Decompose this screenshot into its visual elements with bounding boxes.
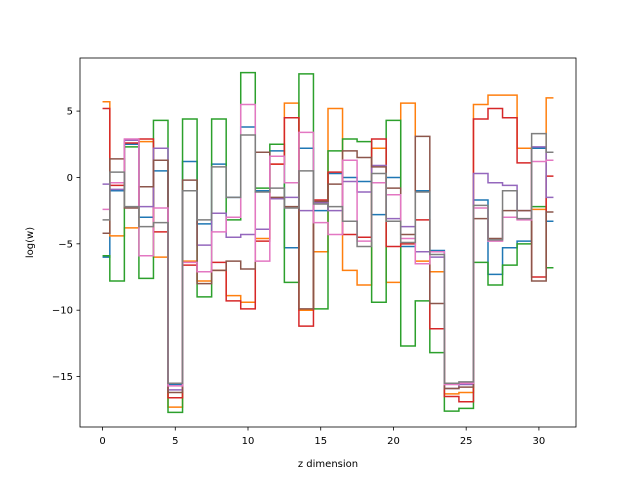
y-tick-label: 5 bbox=[67, 107, 73, 118]
x-tick-label: 15 bbox=[314, 436, 327, 447]
x-tick-label: 0 bbox=[99, 436, 105, 447]
y-axis-label: log(w) bbox=[25, 227, 36, 258]
y-tick-label: −5 bbox=[58, 239, 73, 250]
x-tick-label: 10 bbox=[242, 436, 255, 447]
series-line-8 bbox=[102, 132, 554, 384]
series-line-7 bbox=[102, 103, 554, 387]
y-tick-label: −15 bbox=[52, 372, 73, 383]
x-tick-label: 5 bbox=[172, 436, 178, 447]
y-tick-label: −10 bbox=[52, 306, 73, 317]
series-layer bbox=[102, 71, 554, 414]
x-ticks: 0 5 10 15 20 25 30 bbox=[99, 427, 545, 447]
x-tick-label: 20 bbox=[387, 436, 400, 447]
x-tick-label: 25 bbox=[460, 436, 473, 447]
x-axis-label: z dimension bbox=[298, 459, 358, 470]
x-tick-label: 30 bbox=[533, 436, 546, 447]
plot-frame bbox=[79, 57, 577, 428]
y-tick-label: 0 bbox=[67, 173, 73, 184]
y-ticks: −15 −10 −5 0 5 bbox=[52, 107, 80, 383]
